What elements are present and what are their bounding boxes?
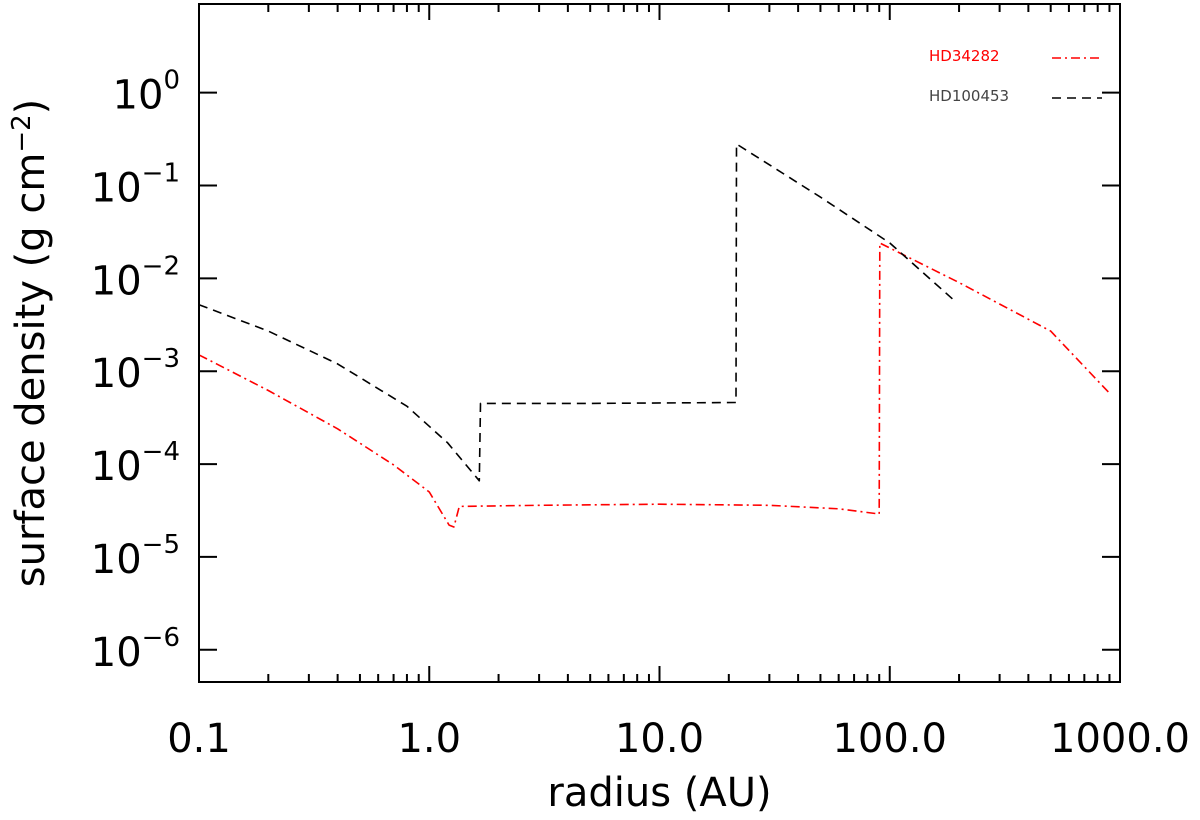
- y-tick-label: 10−4: [91, 437, 180, 490]
- y-tick-label-exponent: −2: [142, 251, 180, 281]
- y-tick-label-base: 10: [91, 537, 142, 583]
- x-axis-title: radius (AU): [547, 770, 771, 816]
- y-tick-label-exponent: −5: [142, 530, 180, 560]
- y-tick-label-exponent: −3: [142, 344, 180, 374]
- x-tick-label: 1.0: [397, 716, 461, 762]
- x-tick-label: 100.0: [832, 716, 947, 762]
- y-axis-title: surface density (g cm−2): [7, 99, 54, 588]
- y-axis-title-close: ): [8, 99, 54, 115]
- y-tick-label-exponent: −4: [142, 437, 180, 467]
- y-tick-label: 10−5: [91, 530, 180, 583]
- x-tick-labels: 0.1 1.0 10.0 100.0 1000.0: [167, 716, 1190, 762]
- x-tick-label: 10.0: [615, 716, 704, 762]
- y-tick-label-exponent: −1: [142, 158, 180, 188]
- y-tick-label-base: 10: [91, 258, 142, 304]
- y-tick-label: 10−2: [91, 251, 180, 304]
- y-tick-label-base: 10: [113, 73, 164, 119]
- ticks-layer: [198, 4, 1120, 682]
- y-tick-label-exponent: −6: [142, 623, 180, 653]
- y-tick-label: 100: [113, 66, 180, 119]
- y-tick-label-base: 10: [91, 444, 142, 490]
- legend-label-hd100453: HD100453: [929, 87, 1009, 105]
- x-tick-label: 1000.0: [1050, 716, 1190, 762]
- series-line-hd34282: [198, 242, 1111, 528]
- legend: HD34282 HD100453: [929, 47, 1102, 105]
- series-layer: [198, 143, 1111, 528]
- y-axis-title-exponent: −2: [7, 114, 37, 152]
- y-tick-label: 10−1: [91, 158, 180, 211]
- series-line-hd100453: [198, 143, 958, 482]
- legend-label-hd34282: HD34282: [929, 47, 1000, 65]
- y-axis-title-main: surface density (g cm: [8, 153, 54, 588]
- y-tick-label-base: 10: [91, 165, 142, 211]
- y-tick-label-base: 10: [91, 351, 142, 397]
- x-tick-label: 0.1: [167, 716, 231, 762]
- y-tick-label-exponent: 0: [163, 66, 180, 96]
- plot-frame: [198, 3, 1121, 683]
- y-tick-label: 10−6: [91, 623, 180, 676]
- y-tick-label-base: 10: [91, 630, 142, 676]
- y-tick-label: 10−3: [91, 344, 180, 397]
